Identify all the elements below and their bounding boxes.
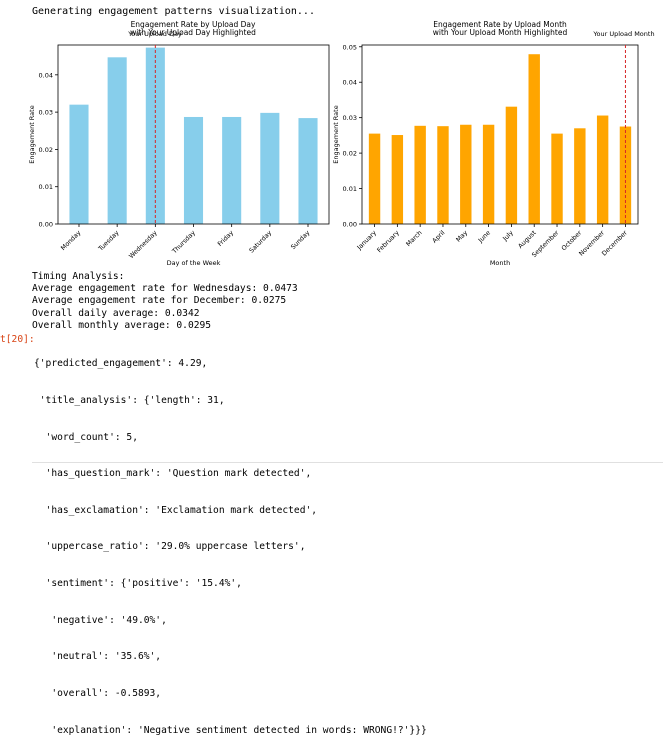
day-ylabel: Engagement Rate bbox=[28, 105, 36, 163]
status-text: Generating engagement patterns visualiza… bbox=[32, 6, 315, 17]
timing-day-average: Average engagement rate for Wednesdays: … bbox=[32, 283, 298, 295]
month-xtick-label: February bbox=[376, 229, 401, 254]
month-chart-title: Engagement Rate by Upload Month bbox=[433, 20, 567, 29]
month-bar-november bbox=[596, 115, 609, 224]
month-ytick-label: 0.00 bbox=[343, 221, 357, 229]
month-bar-august bbox=[528, 54, 540, 224]
result-line: 'explanation': 'Negative sentiment detec… bbox=[34, 724, 427, 736]
day-ytick-label: 0.00 bbox=[39, 221, 53, 229]
timing-monthly-average: Overall monthly average: 0.0295 bbox=[32, 319, 212, 331]
result-line: 'negative': '49.0%', bbox=[34, 614, 167, 626]
month-ytick-label: 0.05 bbox=[343, 43, 357, 51]
day-ytick-label: 0.01 bbox=[39, 183, 53, 191]
day-highlight-label: Your Upload Day bbox=[127, 30, 182, 38]
timing-month-average: Average engagement rate for December: 0.… bbox=[32, 295, 287, 307]
day-bar-friday bbox=[222, 116, 242, 224]
month-bar-january bbox=[368, 133, 381, 224]
day-xtick-label: Thursday bbox=[171, 229, 198, 256]
month-ylabel: Engagement Rate bbox=[332, 105, 340, 163]
output-prompt: t[20]: bbox=[0, 334, 35, 345]
month-xtick-label: June bbox=[477, 229, 492, 244]
month-ytick-label: 0.01 bbox=[343, 185, 357, 193]
day-ytick-label: 0.04 bbox=[39, 71, 53, 79]
result-line: 'overall': -0.5893, bbox=[34, 687, 162, 699]
month-xtick-label: August bbox=[517, 229, 538, 250]
timing-analysis: Timing Analysis: Average engagement rate … bbox=[32, 271, 298, 332]
day-xtick-label: Wednesday bbox=[128, 229, 159, 260]
result-line: 'title_analysis': {'length': 31, bbox=[34, 395, 225, 407]
month-bar-june bbox=[482, 124, 495, 224]
result-line: 'word_count': 5, bbox=[34, 431, 138, 443]
month-xtick-label: January bbox=[355, 229, 378, 252]
day-chart-title: Engagement Rate by Upload Day bbox=[131, 20, 256, 29]
timing-header: Timing Analysis: bbox=[32, 271, 125, 282]
month-bar-february bbox=[391, 135, 404, 224]
day-bar-monday bbox=[69, 104, 89, 224]
day-ytick-label: 0.02 bbox=[39, 146, 53, 154]
month-highlight-label: Your Upload Month bbox=[592, 30, 654, 38]
month-bar-september bbox=[551, 133, 563, 224]
month-ytick-label: 0.03 bbox=[343, 114, 357, 122]
day-xtick-label: Tuesday bbox=[97, 229, 121, 253]
month-bar-may bbox=[460, 124, 472, 224]
day-bar-saturday bbox=[260, 112, 280, 224]
month-xtick-label: April bbox=[431, 229, 446, 244]
day-chart-subtitle: with Your Upload Day Highlighted bbox=[130, 28, 256, 37]
day-xtick-label: Friday bbox=[217, 229, 236, 248]
result-line: 'has_exclamation': 'Exclamation mark det… bbox=[34, 504, 318, 516]
month-ytick-label: 0.02 bbox=[343, 150, 357, 158]
day-xlabel: Day of the Week bbox=[167, 259, 221, 267]
day-bar-thursday bbox=[183, 116, 204, 224]
result-line: 'has_question_mark': 'Question mark dete… bbox=[34, 468, 312, 480]
month-xlabel: Month bbox=[490, 259, 510, 267]
day-ytick-label: 0.03 bbox=[39, 109, 53, 117]
month-chart-subtitle: with Your Upload Month Highlighted bbox=[433, 28, 568, 37]
month-bar-july bbox=[505, 106, 518, 224]
result-line: 'sentiment': {'positive': '15.4%', bbox=[34, 578, 242, 590]
result-line: {'predicted_engagement': 4.29, bbox=[34, 358, 208, 370]
month-xtick-label: October bbox=[560, 229, 583, 252]
month-axes-frame bbox=[361, 44, 639, 225]
day-bar-tuesday bbox=[107, 57, 127, 225]
month-bar-march bbox=[414, 125, 426, 224]
day-xtick-label: Sunday bbox=[290, 229, 312, 251]
timing-daily-average: Overall daily average: 0.0342 bbox=[32, 307, 200, 319]
result-line: 'neutral': '35.6%', bbox=[34, 651, 162, 663]
charts-figure: 0.00 0.01 0.02 0.03 0.04 Monday Tuesday Wednesd… bbox=[28, 20, 655, 267]
day-xtick-label: Monday bbox=[60, 229, 83, 252]
day-bar-sunday bbox=[298, 118, 318, 224]
month-xtick-label: July bbox=[501, 229, 515, 243]
result-line: 'uppercase_ratio': '29.0% uppercase lett… bbox=[34, 541, 306, 553]
day-xtick-label: Saturday bbox=[248, 229, 273, 254]
month-ytick-label: 0.04 bbox=[343, 79, 357, 87]
month-bar-april bbox=[437, 126, 449, 224]
month-bar-october bbox=[574, 128, 586, 224]
month-xtick-label: March bbox=[405, 229, 424, 248]
cell-divider bbox=[32, 462, 663, 463]
month-xtick-label: May bbox=[455, 229, 469, 243]
result-output: {'predicted_engagement': 4.29, 'title_an… bbox=[34, 334, 427, 749]
